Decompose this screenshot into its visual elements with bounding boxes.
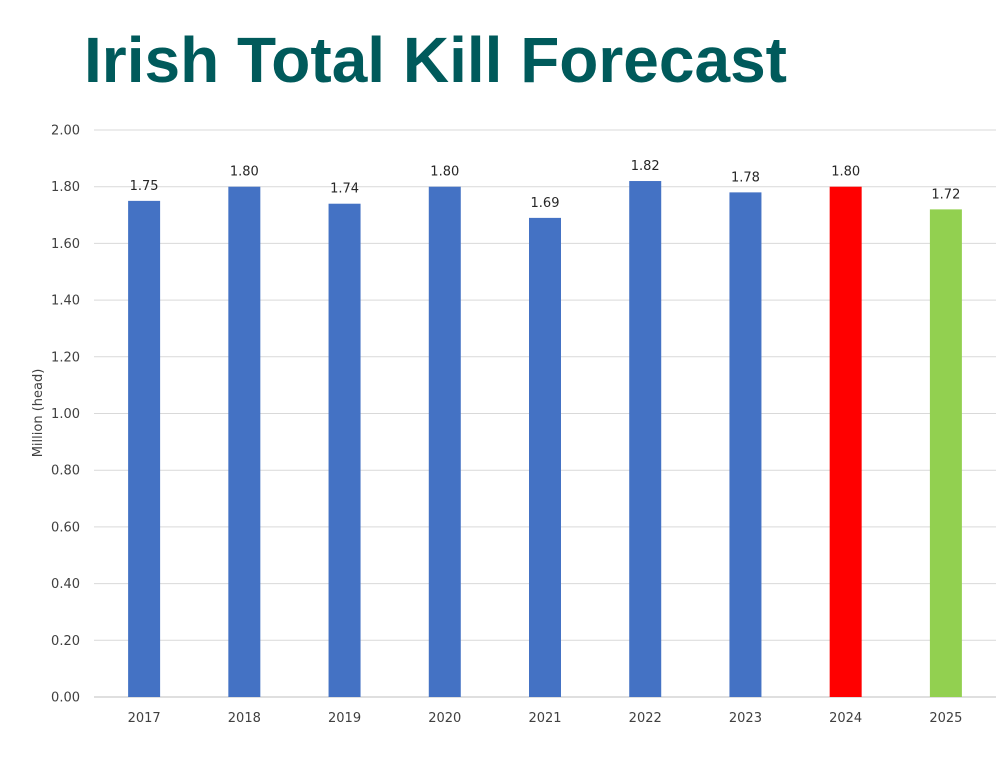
x-tick-label: 2018: [228, 711, 261, 726]
bar-2025: [929, 209, 962, 697]
data-label-2025: 1.72: [931, 187, 960, 202]
x-tick-label: 2024: [829, 711, 862, 726]
data-label-2022: 1.82: [631, 159, 660, 174]
data-label-2024: 1.80: [831, 165, 860, 180]
bar-2022: [629, 181, 662, 697]
y-tick-label: 0.80: [51, 464, 80, 479]
bar-2024: [829, 186, 862, 697]
y-tick-label: 0.00: [51, 691, 80, 706]
bar-2020: [428, 186, 461, 697]
y-axis-title: Million (head): [31, 369, 46, 458]
x-tick-label: 2017: [128, 711, 161, 726]
x-axis-ticks: 2017 2018 2019 2020 2021 2022 2023 2024 2025: [128, 711, 963, 726]
x-tick-label: 2025: [929, 711, 962, 726]
y-tick-label: 1.60: [51, 237, 80, 252]
y-axis-ticks: 0.00 0.20 0.40 0.60 0.80 1.00 1.20 1.40 1.60 1.80…: [51, 124, 80, 706]
data-label-2018: 1.80: [230, 165, 259, 180]
bar-2017: [128, 200, 161, 697]
x-tick-label: 2023: [729, 711, 762, 726]
y-tick-label: 1.80: [51, 180, 80, 195]
x-tick-label: 2020: [428, 711, 461, 726]
y-tick-label: 1.00: [51, 407, 80, 422]
y-tick-label: 0.60: [51, 520, 80, 535]
data-label-2019: 1.74: [330, 182, 359, 197]
data-label-2020: 1.80: [430, 165, 459, 180]
data-label-2017: 1.75: [130, 179, 159, 194]
x-tick-label: 2021: [528, 711, 561, 726]
data-labels: 1.75 1.80 1.74 1.80 1.69 1.82 1.78 1.80 1.72: [130, 159, 961, 211]
y-tick-label: 2.00: [51, 124, 80, 139]
y-tick-label: 1.40: [51, 294, 80, 309]
data-label-2021: 1.69: [531, 196, 560, 211]
x-tick-label: 2022: [629, 711, 662, 726]
bars: [128, 181, 962, 697]
y-tick-label: 0.40: [51, 577, 80, 592]
y-tick-label: 0.20: [51, 634, 80, 649]
bar-2018: [228, 186, 261, 697]
bar-2021: [529, 217, 561, 697]
bar-2023: [729, 192, 762, 697]
data-label-2023: 1.78: [731, 170, 760, 185]
bar-2019: [328, 203, 361, 697]
page-title: Irish Total Kill Forecast: [84, 24, 787, 96]
y-tick-label: 1.20: [51, 350, 80, 365]
x-tick-label: 2019: [328, 711, 361, 726]
